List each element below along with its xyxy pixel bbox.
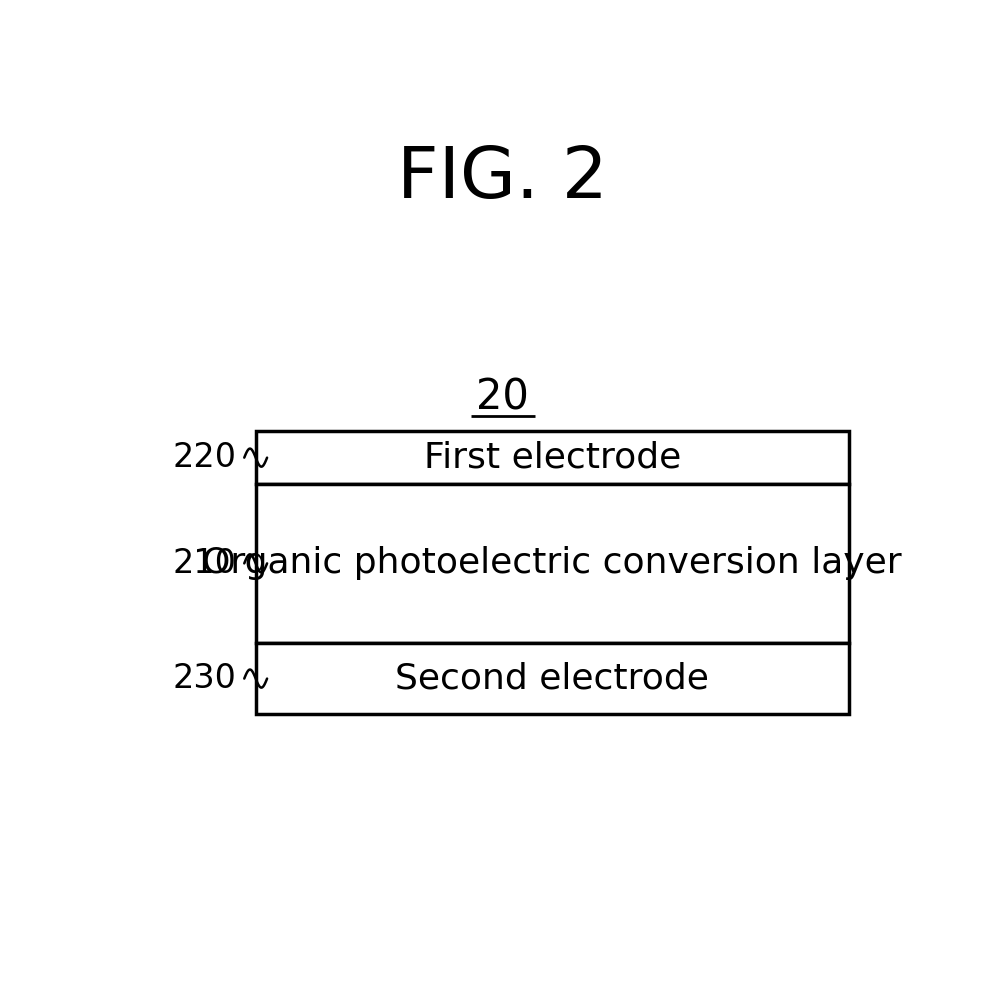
Text: Second electrode: Second electrode (395, 661, 709, 696)
Bar (256, 432, 849, 484)
Text: First electrode: First electrode (424, 440, 681, 475)
Text: FIG. 2: FIG. 2 (397, 143, 608, 213)
Text: 210: 210 (173, 546, 236, 580)
Text: 230: 230 (173, 662, 236, 696)
Text: 220: 220 (173, 441, 236, 474)
Bar (256, 643, 849, 714)
Text: 20: 20 (477, 376, 529, 418)
Bar (256, 484, 849, 643)
Text: Organic photoelectric conversion layer: Organic photoelectric conversion layer (202, 546, 902, 581)
